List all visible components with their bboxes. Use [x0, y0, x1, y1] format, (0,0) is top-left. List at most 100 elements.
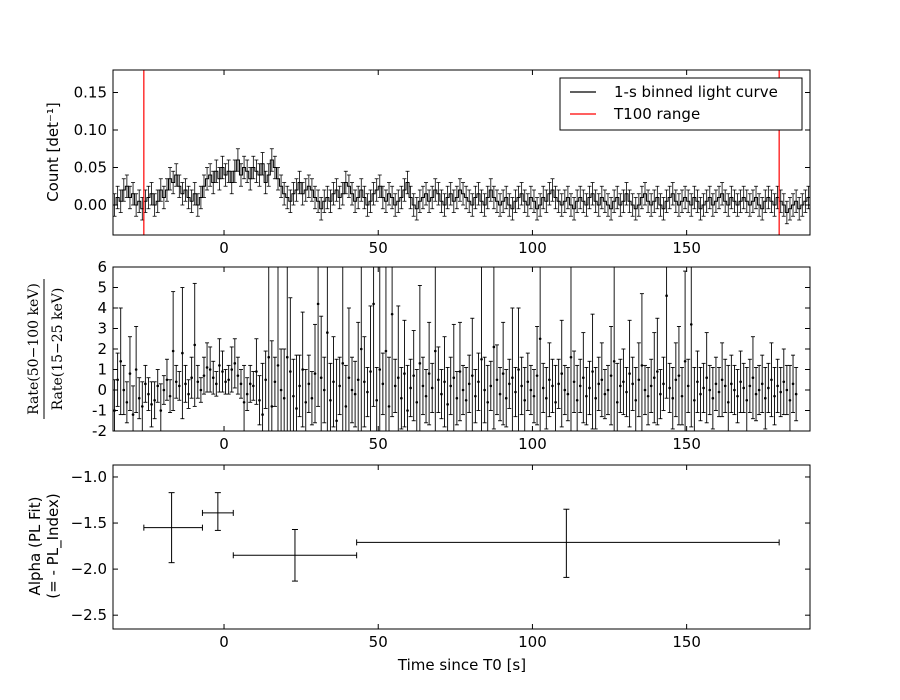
hardness-point: [677, 374, 681, 377]
legend-entry-t100: T100 range: [613, 105, 700, 123]
hardness-point: [751, 376, 755, 380]
hardness-point: [264, 378, 267, 382]
hardness-point: [711, 396, 715, 400]
hardness-point: [696, 380, 699, 384]
hardness-point: [523, 398, 527, 402]
hardness-point: [554, 401, 557, 404]
hardness-point: [137, 396, 141, 400]
x-tick-label: 100: [518, 239, 547, 257]
hardness-point: [714, 382, 718, 386]
hardness-point: [495, 378, 499, 382]
hardness-point: [258, 398, 261, 402]
hardness-point: [187, 392, 190, 396]
hardness-point: [501, 372, 505, 375]
hardness-point: [785, 388, 789, 392]
hardness-point: [372, 302, 375, 306]
hardness-point: [591, 370, 594, 373]
light-curve-panel: 0 50 100 150 0.00 0.05 0.10 0.15: [74, 69, 811, 257]
hardness-point: [276, 364, 280, 367]
hardness-point: [193, 343, 197, 347]
hardness-point: [671, 396, 675, 400]
hardness-point: [569, 355, 573, 359]
hardness-point: [230, 368, 234, 371]
hardness-point: [224, 380, 227, 384]
hardness-point: [150, 403, 153, 406]
legend: 1-s binned light curve T100 range: [559, 77, 803, 131]
hardness-point: [252, 384, 255, 388]
hardness-point: [628, 372, 631, 375]
hardness-point: [467, 382, 471, 386]
hardness-point: [433, 349, 437, 353]
hardness-point: [381, 382, 385, 386]
hardness-point: [600, 378, 604, 382]
hardness-point: [699, 392, 702, 396]
hardness-point: [292, 394, 295, 398]
hardness-point: [726, 401, 730, 404]
hardness-point: [446, 403, 449, 406]
hardness-point: [566, 392, 570, 396]
hardness-point: [313, 372, 317, 375]
hardness-point: [643, 388, 647, 392]
hardness-point: [640, 364, 644, 367]
hardness-point: [369, 370, 372, 373]
hardness-point: [356, 378, 360, 382]
hardness-point: [767, 386, 770, 390]
hardness-point: [733, 388, 736, 392]
hardness-point: [517, 368, 520, 371]
x-tick-label: 100: [518, 435, 547, 453]
hardness-point: [239, 382, 243, 386]
y-tick-label: -2: [92, 422, 107, 440]
hardness-point: [474, 394, 477, 398]
x-tick-label: 50: [369, 435, 388, 453]
hardness-point: [730, 382, 733, 386]
alpha-panel: 0 50 100 150 −2.5 −2.0 −1.5 −1.0: [71, 464, 811, 651]
alpha-y-axis-label: Alpha (PL Fit) (= - PL_Index): [26, 493, 63, 598]
hardness-point: [181, 351, 184, 355]
hardness-point: [174, 380, 178, 384]
hardness-point: [171, 349, 175, 353]
hardness-point: [344, 405, 348, 408]
hardness-point: [529, 388, 533, 392]
axes-frame: [112, 266, 811, 432]
hardness-point: [674, 378, 678, 382]
y-tick-label: 0.05: [74, 159, 107, 177]
y-tick-label: 3: [97, 320, 107, 338]
hardness-point: [421, 384, 425, 388]
hardness-point: [615, 401, 619, 404]
hardness-point: [689, 323, 693, 326]
x-tick-label: 100: [518, 633, 547, 651]
hardness-point: [631, 382, 634, 386]
hardness-point: [483, 388, 486, 392]
hardness-point: [742, 386, 745, 390]
hardness-point: [273, 380, 277, 384]
hardness-point: [693, 398, 696, 402]
hardness-point: [449, 384, 453, 388]
hardness-point: [649, 384, 653, 388]
hardness-point: [680, 394, 684, 398]
hardness-point: [437, 378, 440, 382]
y-tick-label: 6: [97, 258, 107, 276]
hardness-point: [310, 396, 314, 400]
hardness-point: [455, 396, 459, 400]
hardness-point: [652, 376, 656, 380]
hardness-point: [720, 378, 724, 382]
hardness-point: [424, 394, 428, 398]
hardness-point: [236, 374, 240, 377]
hardness-ratio-y-axis-label: Rate(50−100 keV) Rate(15−25 keV): [26, 279, 66, 419]
hardness-point: [508, 382, 511, 386]
y-tick-label: 4: [97, 299, 107, 317]
hardness-point: [295, 407, 298, 410]
hardness-point: [384, 349, 388, 353]
hardness-point: [202, 374, 206, 377]
hardness-point: [144, 382, 147, 386]
y-tick-label: 1: [97, 361, 107, 379]
x-axis-label: Time since T0 [s]: [397, 656, 526, 674]
hardness-point: [665, 294, 668, 298]
hardness-point: [375, 398, 378, 402]
light-curve-y-axis-label: Count [det⁻¹]: [44, 102, 62, 202]
hardness-point: [211, 376, 215, 380]
hardness-point: [147, 392, 150, 396]
hardness-point: [289, 370, 292, 373]
hardness-point: [199, 388, 203, 392]
